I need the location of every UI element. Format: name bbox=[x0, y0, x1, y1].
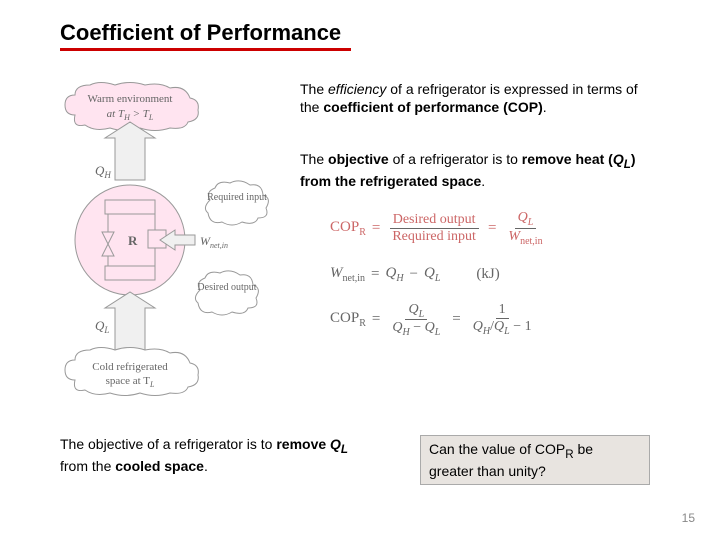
text: of a refrigerator is to bbox=[389, 151, 522, 167]
slide-title: Coefficient of Performance bbox=[60, 20, 351, 51]
caption-objective: The objective of a refrigerator is to re… bbox=[60, 435, 350, 475]
text: . bbox=[204, 458, 208, 474]
warm-cond: at TH > TL bbox=[107, 108, 154, 122]
desired-output-label: Desired output bbox=[197, 282, 256, 293]
refrigerator-diagram: Warm environment at TH > TL QH R Require… bbox=[60, 80, 280, 410]
paragraph-efficiency: The efficiency of a refrigerator is expr… bbox=[300, 80, 655, 116]
text: The objective of a refrigerator is to bbox=[60, 436, 276, 452]
equation-cop-definition: COPR = Desired outputRequired input = QL… bbox=[330, 210, 660, 247]
paragraph-objective: The objective of a refrigerator is to re… bbox=[300, 150, 655, 190]
ql-label: QL bbox=[95, 318, 109, 335]
qh-label: QH bbox=[95, 163, 111, 180]
text-bold: coefficient of performance (COP) bbox=[323, 99, 542, 115]
equation-wnet: Wnet,in = QH − QL (kJ) bbox=[330, 265, 660, 284]
text: Can the value of COP bbox=[429, 441, 565, 457]
caption-question-box: Can the value of COPR be greater than un… bbox=[420, 435, 650, 485]
text-italic: efficiency bbox=[328, 81, 386, 97]
wnet-label: Wnet,in bbox=[200, 234, 228, 250]
subscript: R bbox=[565, 448, 573, 461]
r-label: R bbox=[128, 233, 138, 248]
text: from the bbox=[60, 458, 115, 474]
cold-label2: space at TL bbox=[106, 375, 155, 389]
text-bold: cooled space bbox=[115, 458, 204, 474]
text-bold: remove QL bbox=[276, 436, 348, 452]
required-input-label: Required input bbox=[207, 192, 267, 203]
text: . bbox=[481, 173, 485, 189]
page-number: 15 bbox=[682, 511, 695, 525]
warm-label: Warm environment bbox=[88, 93, 173, 105]
equations-block: COPR = Desired outputRequired input = QL… bbox=[330, 210, 660, 356]
ql-arrow bbox=[105, 292, 155, 350]
equation-cop-expanded: COPR = QL QH − QL = 1 QH/QL − 1 bbox=[330, 302, 660, 339]
text: . bbox=[543, 99, 547, 115]
qh-arrow bbox=[105, 122, 155, 180]
text-bold: objective bbox=[328, 151, 389, 167]
text: The bbox=[300, 81, 328, 97]
cold-label: Cold refrigerated bbox=[92, 361, 168, 373]
text: The bbox=[300, 151, 328, 167]
